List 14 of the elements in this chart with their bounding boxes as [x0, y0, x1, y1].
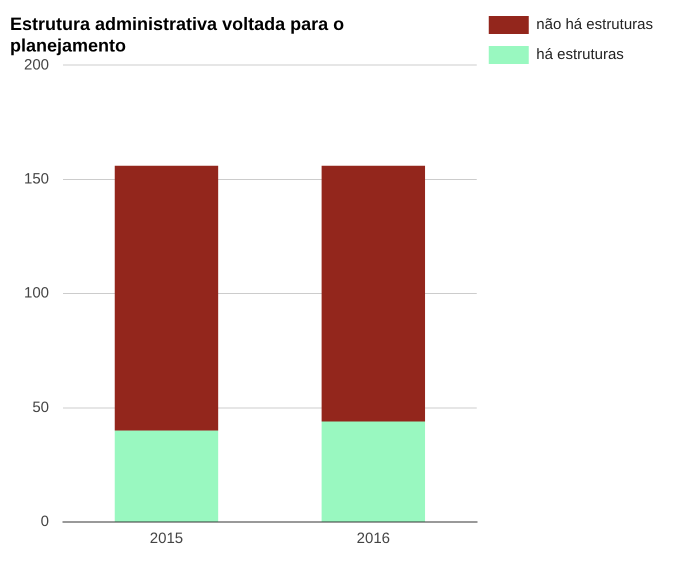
y-tick-label: 0: [40, 513, 50, 530]
legend-label: não há estruturas: [536, 16, 654, 34]
y-tick-label: 150: [24, 170, 50, 188]
chart-title: Estrutura administrativa voltada para o planejamento: [10, 14, 344, 56]
y-tick-label: 200: [24, 56, 50, 74]
bar: [114, 430, 218, 522]
x-tick-label: 2016: [356, 530, 390, 548]
bar: [114, 166, 218, 431]
bar: [322, 166, 426, 422]
y-tick-label: 100: [24, 284, 50, 302]
bar: [322, 422, 426, 522]
y-tick-label: 50: [32, 398, 50, 416]
x-tick-label: 2015: [150, 530, 184, 548]
legend-label: há estruturas: [536, 46, 624, 64]
